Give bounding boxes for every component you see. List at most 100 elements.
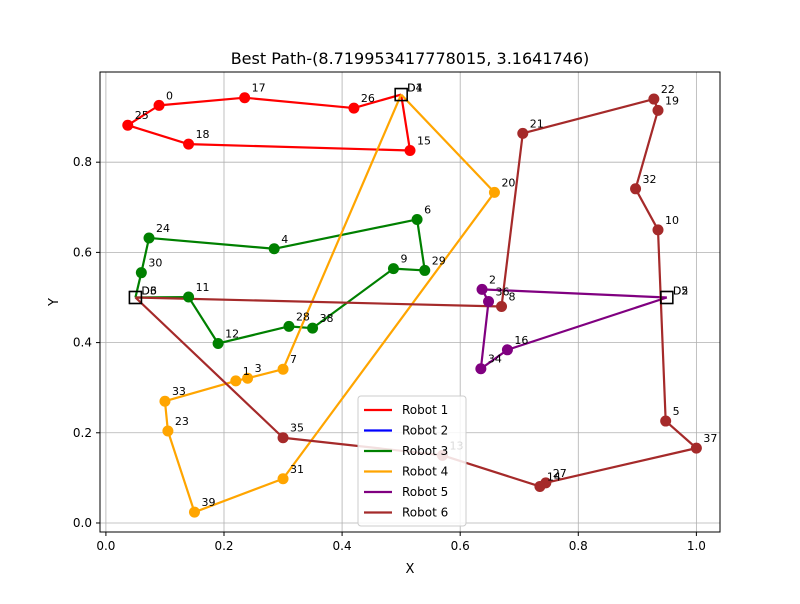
waypoint-label: 5	[673, 405, 680, 418]
robot-4-waypoint	[162, 425, 174, 437]
robot-1-waypoint	[348, 102, 360, 114]
waypoint-label: 14	[547, 470, 561, 483]
axis-ticks: 0.0 0.2 0.4 0.6 0.8 1.0 0.0 0.2 0.4 0.6 0.8	[73, 155, 706, 553]
waypoint-label: 17	[252, 82, 266, 95]
depot-label: D3	[141, 284, 156, 297]
waypoint-label: 19	[665, 94, 679, 107]
waypoint-label: 16	[514, 334, 528, 347]
robot-4-waypoint	[242, 372, 254, 384]
waypoint-label: 29	[432, 254, 446, 267]
robot-6-waypoint	[690, 442, 702, 454]
robot-3-waypoint	[283, 320, 295, 332]
waypoint-label: 7	[290, 353, 297, 366]
waypoint-label: 6	[424, 203, 431, 216]
robot-6-waypoint	[277, 432, 289, 444]
legend-entry: Robot 3	[402, 444, 448, 458]
robot-3-waypoint	[183, 291, 195, 303]
y-tick-label: 0.0	[73, 516, 92, 530]
robot-3-waypoint	[268, 243, 280, 255]
waypoint-label: 39	[201, 496, 215, 509]
waypoint-label: 4	[281, 233, 288, 246]
robot-4-waypoint	[159, 395, 171, 407]
robot-3-waypoint	[411, 213, 423, 225]
depot-marker	[394, 87, 408, 102]
depot-marker	[660, 290, 674, 305]
legend: Robot 1 Robot 2 Robot 3 Robot 4 Robot 5 Robot…	[357, 395, 467, 527]
waypoint-label: 8	[509, 291, 516, 304]
waypoint-label: 10	[665, 214, 679, 227]
chart-title: Best Path-(8.719953417778015, 3.1641746)	[231, 49, 590, 68]
robot-1-waypoint	[404, 144, 416, 156]
x-tick-label: 0.8	[569, 539, 588, 553]
robot-3-waypoint	[135, 267, 147, 279]
waypoint-label: 0	[166, 89, 173, 102]
x-tick-label: 0.2	[214, 539, 233, 553]
robot-1-path	[126, 93, 412, 152]
robot-3-waypoint	[143, 232, 155, 244]
waypoint-label: 12	[225, 327, 239, 340]
waypoint-label: 26	[361, 92, 375, 105]
depot-label: D1	[407, 82, 422, 95]
robot-5-path	[479, 288, 668, 370]
robot-3-waypoint	[387, 263, 399, 275]
waypoint-label: 34	[488, 353, 502, 366]
legend-entry: Robot 6	[402, 506, 448, 520]
waypoint-label: 28	[296, 310, 310, 323]
robot-5-waypoint	[476, 283, 488, 295]
robot-3-waypoint	[212, 337, 224, 349]
robot-1-waypoint	[122, 119, 134, 131]
waypoint-label: 23	[175, 415, 189, 428]
x-axis-label: X	[406, 562, 415, 577]
robot-5-waypoint	[501, 344, 513, 356]
robot-1-waypoint	[239, 92, 251, 104]
waypoint-label: 33	[172, 385, 186, 398]
y-tick-label: 0.6	[73, 245, 92, 259]
waypoint-label: 31	[290, 463, 304, 476]
depot-label: D4	[407, 82, 422, 95]
waypoint-label: 9	[400, 253, 407, 266]
depot-label: D5	[673, 284, 688, 297]
waypoint-label: 3	[255, 362, 262, 375]
waypoint-label: 37	[703, 432, 717, 445]
y-tick-label: 0.2	[73, 426, 92, 440]
waypoint-label: 27	[553, 467, 567, 480]
robot-6-waypoint	[660, 415, 672, 427]
x-tick-label: 1.0	[687, 539, 706, 553]
waypoint-label: 36	[496, 286, 510, 299]
waypoint-label: 15	[417, 134, 431, 147]
robot-4-waypoint	[488, 186, 500, 198]
robot-6-waypoint	[648, 93, 660, 105]
legend-entry: Robot 4	[402, 465, 448, 479]
x-tick-label: 0.6	[451, 539, 470, 553]
waypoint-label: 35	[290, 422, 304, 435]
y-axis-label: Y	[47, 298, 62, 307]
waypoint-label: 38	[320, 312, 334, 325]
y-tick-label: 0.4	[73, 336, 92, 350]
depot-label: D2	[673, 284, 688, 297]
robot-5-waypoint	[483, 296, 495, 308]
plot-frame	[99, 71, 721, 533]
robot-6-waypoint	[517, 127, 529, 139]
robot-4-waypoint	[277, 363, 289, 375]
x-tick-label: 0.0	[96, 539, 115, 553]
waypoint-label: 25	[135, 109, 149, 122]
waypoint-label: 24	[156, 222, 170, 235]
robot-3-path	[134, 218, 426, 345]
legend-entry: Robot 5	[402, 485, 448, 499]
depot-marker	[128, 290, 143, 305]
robot-4-waypoint	[188, 506, 200, 518]
robot-6-waypoint	[534, 480, 546, 492]
robot-6-waypoint	[496, 301, 508, 313]
waypoint-label: 22	[661, 83, 675, 96]
waypoint-label: 18	[196, 128, 210, 141]
robot-4-waypoint	[230, 375, 242, 387]
waypoint-label: 30	[148, 257, 162, 270]
robot-5-waypoint	[475, 363, 487, 375]
robot-6-waypoint	[630, 183, 642, 195]
robot-6-waypoint	[652, 104, 664, 116]
legend-box	[357, 395, 467, 527]
waypoint-label: 20	[501, 176, 515, 189]
robot-1-waypoint	[183, 138, 195, 150]
robot-3-waypoint	[419, 264, 431, 276]
